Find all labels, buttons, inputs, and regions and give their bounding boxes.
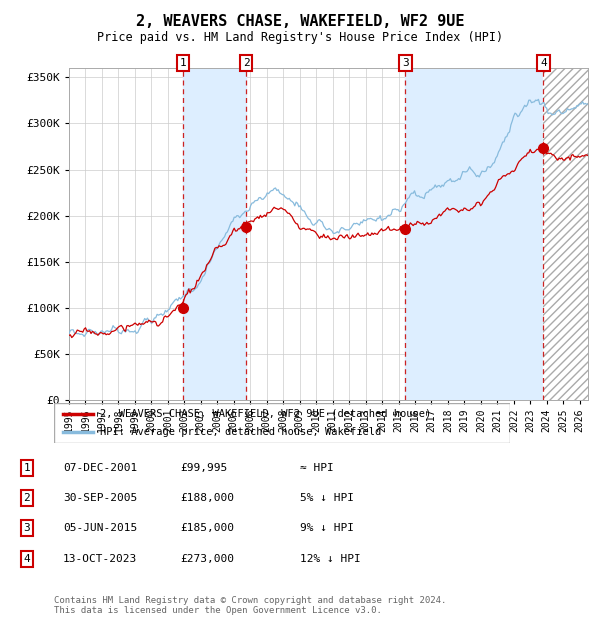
Text: ≈ HPI: ≈ HPI	[300, 463, 334, 473]
Text: 30-SEP-2005: 30-SEP-2005	[63, 493, 137, 503]
Text: 2: 2	[243, 58, 250, 68]
Text: 1: 1	[179, 58, 187, 68]
Text: £188,000: £188,000	[180, 493, 234, 503]
Text: 07-DEC-2001: 07-DEC-2001	[63, 463, 137, 473]
Bar	[183, 68, 246, 400]
Text: 1: 1	[23, 463, 31, 473]
Text: 5% ↓ HPI: 5% ↓ HPI	[300, 493, 354, 503]
Bar	[544, 68, 588, 400]
Text: 2: 2	[23, 493, 31, 503]
Text: 05-JUN-2015: 05-JUN-2015	[63, 523, 137, 533]
Text: £99,995: £99,995	[180, 463, 227, 473]
Bar	[544, 68, 588, 400]
Text: 2, WEAVERS CHASE, WAKEFIELD, WF2 9UE (detached house): 2, WEAVERS CHASE, WAKEFIELD, WF2 9UE (de…	[100, 409, 431, 419]
Text: 3: 3	[402, 58, 409, 68]
Text: HPI: Average price, detached house, Wakefield: HPI: Average price, detached house, Wake…	[100, 427, 381, 438]
Text: Price paid vs. HM Land Registry's House Price Index (HPI): Price paid vs. HM Land Registry's House …	[97, 31, 503, 43]
Text: £273,000: £273,000	[180, 554, 234, 564]
Text: £185,000: £185,000	[180, 523, 234, 533]
Text: Contains HM Land Registry data © Crown copyright and database right 2024.
This d: Contains HM Land Registry data © Crown c…	[54, 596, 446, 615]
Text: 12% ↓ HPI: 12% ↓ HPI	[300, 554, 361, 564]
Text: 9% ↓ HPI: 9% ↓ HPI	[300, 523, 354, 533]
Text: 13-OCT-2023: 13-OCT-2023	[63, 554, 137, 564]
Bar	[406, 68, 544, 400]
Text: 4: 4	[23, 554, 31, 564]
Text: 3: 3	[23, 523, 31, 533]
Text: 2, WEAVERS CHASE, WAKEFIELD, WF2 9UE: 2, WEAVERS CHASE, WAKEFIELD, WF2 9UE	[136, 14, 464, 29]
Text: 4: 4	[540, 58, 547, 68]
